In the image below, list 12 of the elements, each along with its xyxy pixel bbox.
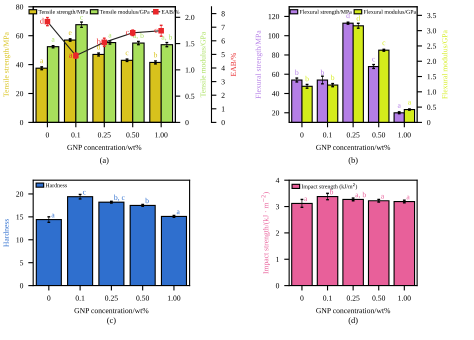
data-label: c <box>126 30 130 35</box>
text: (d) <box>348 317 358 325</box>
point <box>158 28 164 34</box>
point <box>102 40 108 46</box>
text: (b) <box>348 157 358 165</box>
data-label: c <box>154 28 158 33</box>
data-label: a <box>69 54 72 58</box>
text: (a) <box>100 157 109 165</box>
data-label: b <box>96 38 101 44</box>
data-label: d <box>40 18 44 24</box>
text: (c) <box>107 317 116 325</box>
point <box>44 18 50 24</box>
